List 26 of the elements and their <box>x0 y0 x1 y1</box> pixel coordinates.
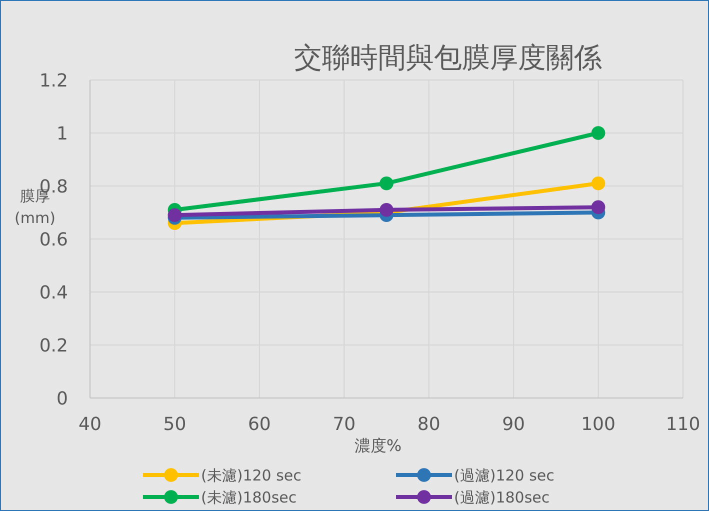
legend-label: (未濾)180sec <box>201 488 297 506</box>
x-tick-label: 50 <box>163 414 186 435</box>
point <box>168 208 182 222</box>
y-tick-label: 1.2 <box>39 70 68 92</box>
point <box>380 176 394 190</box>
x-axis-title: 濃度% <box>354 436 402 455</box>
y-tick-label: 0.6 <box>39 229 68 250</box>
point <box>380 202 394 217</box>
point <box>591 200 606 214</box>
y-tick-label: 1 <box>56 123 68 144</box>
y-tick-label: 0.2 <box>39 335 68 356</box>
chart-title: 交聯時間與包膜厚度關係 <box>294 41 602 74</box>
legend-label: (過濾)180sec <box>454 488 550 506</box>
legend-label: (過濾)120 sec <box>454 466 554 484</box>
y-tick-label: 0.4 <box>39 282 68 304</box>
x-tick-label: 110 <box>666 414 700 435</box>
point <box>591 126 606 140</box>
y-tick-label: 0 <box>56 388 68 410</box>
x-tick-label: 80 <box>417 414 440 435</box>
x-tick-label: 70 <box>332 414 356 435</box>
x-tick-label: 100 <box>581 414 616 435</box>
x-tick-label: 40 <box>78 414 102 435</box>
x-tick-label: 90 <box>502 414 526 435</box>
point <box>591 176 606 190</box>
legend-label: (未濾)120 sec <box>201 466 302 484</box>
x-tick-label: 60 <box>248 414 271 435</box>
